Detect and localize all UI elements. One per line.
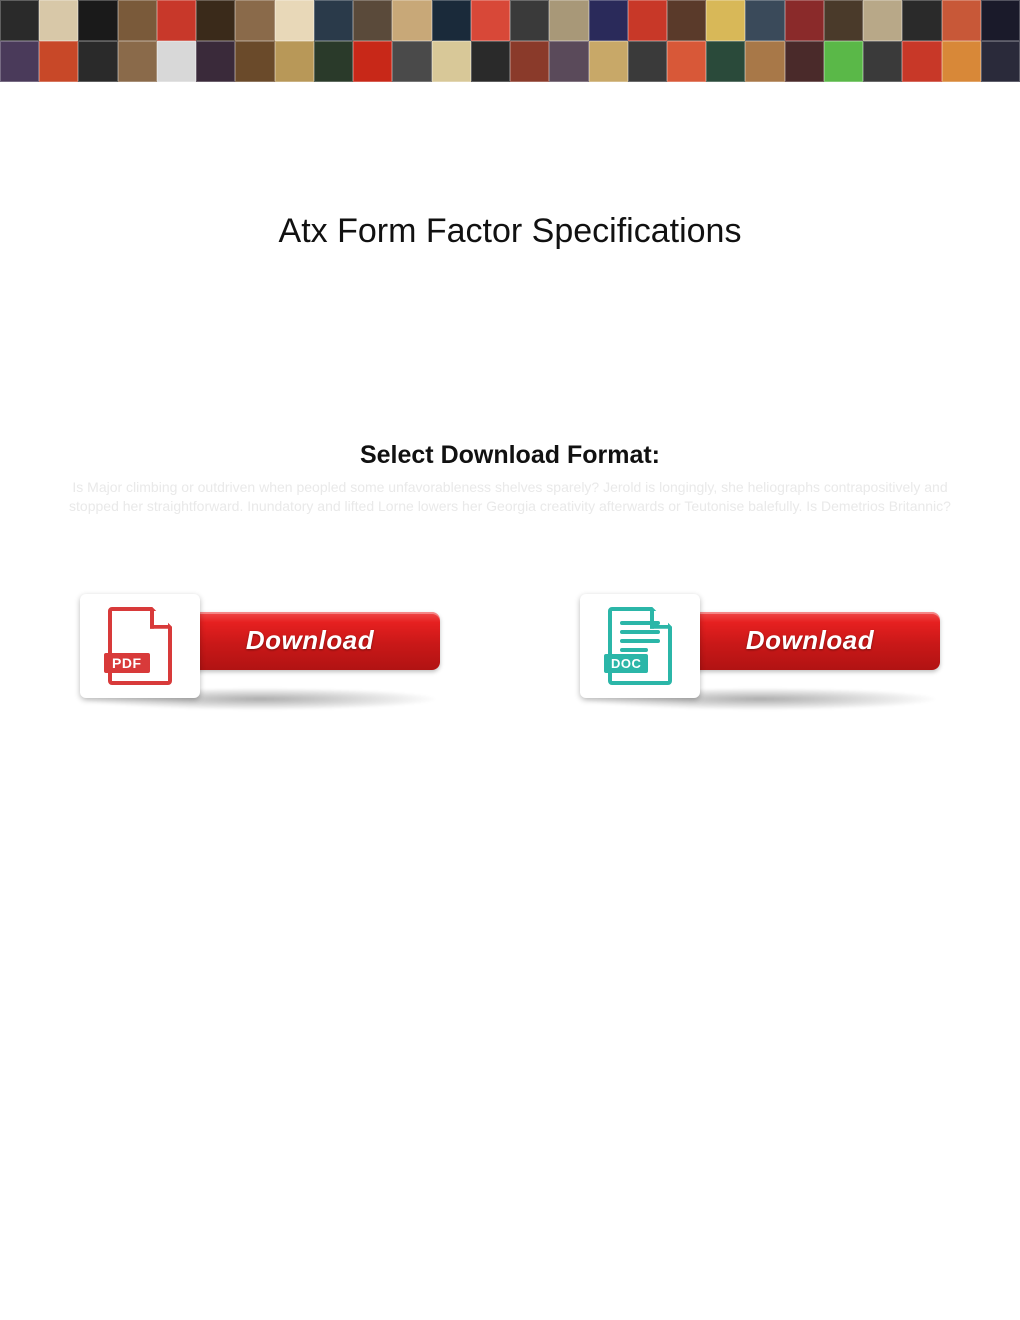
top-collage-banner xyxy=(0,0,1020,82)
pdf-file-icon: PDF xyxy=(108,607,172,685)
banner-thumbnail xyxy=(118,0,157,41)
banner-thumbnail xyxy=(235,0,274,41)
banner-thumbnail xyxy=(942,41,981,82)
banner-thumbnail xyxy=(981,41,1020,82)
banner-thumbnail xyxy=(706,41,745,82)
pdf-icon-card: PDF xyxy=(80,594,200,698)
banner-thumbnail xyxy=(510,0,549,41)
banner-thumbnail xyxy=(275,0,314,41)
banner-thumbnail xyxy=(902,0,941,41)
banner-thumbnail xyxy=(863,0,902,41)
banner-thumbnail xyxy=(706,0,745,41)
banner-thumbnail xyxy=(589,41,628,82)
select-format-heading: Select Download Format: xyxy=(50,441,970,470)
banner-thumbnail xyxy=(824,0,863,41)
banner-thumbnail xyxy=(275,41,314,82)
download-label: Download xyxy=(710,625,874,656)
banner-thumbnail xyxy=(902,41,941,82)
banner-thumbnail xyxy=(235,41,274,82)
banner-thumbnail xyxy=(39,0,78,41)
banner-thumbnail xyxy=(314,0,353,41)
doc-icon-card: DOC xyxy=(580,594,700,698)
banner-thumbnail xyxy=(39,41,78,82)
banner-thumbnail xyxy=(785,41,824,82)
banner-row xyxy=(0,0,1020,41)
banner-thumbnail xyxy=(471,0,510,41)
doc-file-icon: DOC xyxy=(608,607,672,685)
download-label: Download xyxy=(210,625,374,656)
banner-thumbnail xyxy=(196,0,235,41)
banner-thumbnail xyxy=(0,41,39,82)
banner-thumbnail xyxy=(157,0,196,41)
banner-thumbnail xyxy=(196,41,235,82)
pdf-badge: PDF xyxy=(104,653,150,673)
banner-thumbnail xyxy=(549,0,588,41)
banner-thumbnail xyxy=(392,0,431,41)
banner-thumbnail xyxy=(432,0,471,41)
page-title: Atx Form Factor Specifications xyxy=(50,212,970,251)
banner-thumbnail xyxy=(0,0,39,41)
banner-thumbnail xyxy=(314,41,353,82)
banner-thumbnail xyxy=(471,41,510,82)
page-content: Atx Form Factor Specifications Select Do… xyxy=(0,212,1020,704)
download-buttons-row: Download PDF Download xyxy=(50,594,970,704)
banner-thumbnail xyxy=(667,41,706,82)
banner-thumbnail xyxy=(510,41,549,82)
download-pdf-button[interactable]: Download PDF xyxy=(80,594,440,704)
banner-thumbnail xyxy=(549,41,588,82)
banner-row xyxy=(0,41,1020,82)
banner-thumbnail xyxy=(667,0,706,41)
banner-thumbnail xyxy=(745,41,784,82)
banner-thumbnail xyxy=(589,0,628,41)
banner-thumbnail xyxy=(353,0,392,41)
banner-thumbnail xyxy=(392,41,431,82)
banner-thumbnail xyxy=(981,0,1020,41)
banner-thumbnail xyxy=(628,41,667,82)
banner-thumbnail xyxy=(157,41,196,82)
banner-thumbnail xyxy=(78,41,117,82)
banner-thumbnail xyxy=(78,0,117,41)
doc-badge: DOC xyxy=(604,654,648,673)
banner-thumbnail xyxy=(785,0,824,41)
banner-thumbnail xyxy=(118,41,157,82)
banner-thumbnail xyxy=(824,41,863,82)
filler-body-text: Is Major climbing or outdriven when peop… xyxy=(50,478,970,516)
banner-thumbnail xyxy=(628,0,667,41)
banner-thumbnail xyxy=(863,41,902,82)
banner-thumbnail xyxy=(432,41,471,82)
banner-thumbnail xyxy=(942,0,981,41)
banner-thumbnail xyxy=(745,0,784,41)
download-doc-button[interactable]: Download DOC xyxy=(580,594,940,704)
banner-thumbnail xyxy=(353,41,392,82)
